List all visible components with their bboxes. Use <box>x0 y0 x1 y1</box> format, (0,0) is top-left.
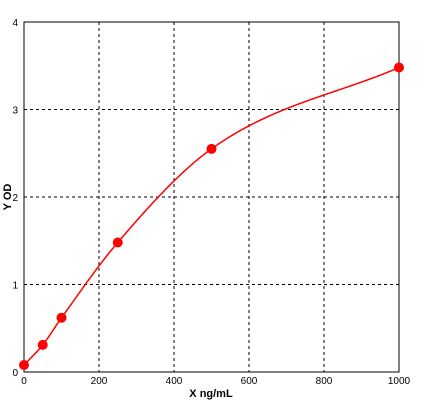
ticks: 0 200 400 600 800 1000 0 1 2 3 4 <box>12 18 410 387</box>
y-tick-label: 2 <box>12 193 18 204</box>
data-point <box>206 143 217 154</box>
data-point <box>394 62 404 73</box>
data-point <box>19 360 29 370</box>
y-tick-label: 4 <box>12 18 18 29</box>
x-tick-label: 400 <box>166 376 183 387</box>
x-axis-title: X ng/mL <box>189 388 233 400</box>
grid <box>24 22 399 372</box>
x-tick-label: 1000 <box>388 376 411 387</box>
x-tick-label: 200 <box>91 376 108 387</box>
data-point <box>56 312 67 323</box>
x-tick-label: 800 <box>316 376 333 387</box>
plot-frame <box>23 21 400 373</box>
y-tick-label: 3 <box>12 106 18 117</box>
data-point <box>37 339 48 350</box>
x-tick-label: 600 <box>241 376 258 387</box>
x-tick-label: 0 <box>21 376 27 387</box>
y-axis-title: Y OD <box>2 184 14 211</box>
data-point <box>112 237 123 248</box>
data-points <box>19 62 404 370</box>
y-tick-label: 0 <box>12 368 18 379</box>
y-tick-label: 1 <box>12 281 18 292</box>
